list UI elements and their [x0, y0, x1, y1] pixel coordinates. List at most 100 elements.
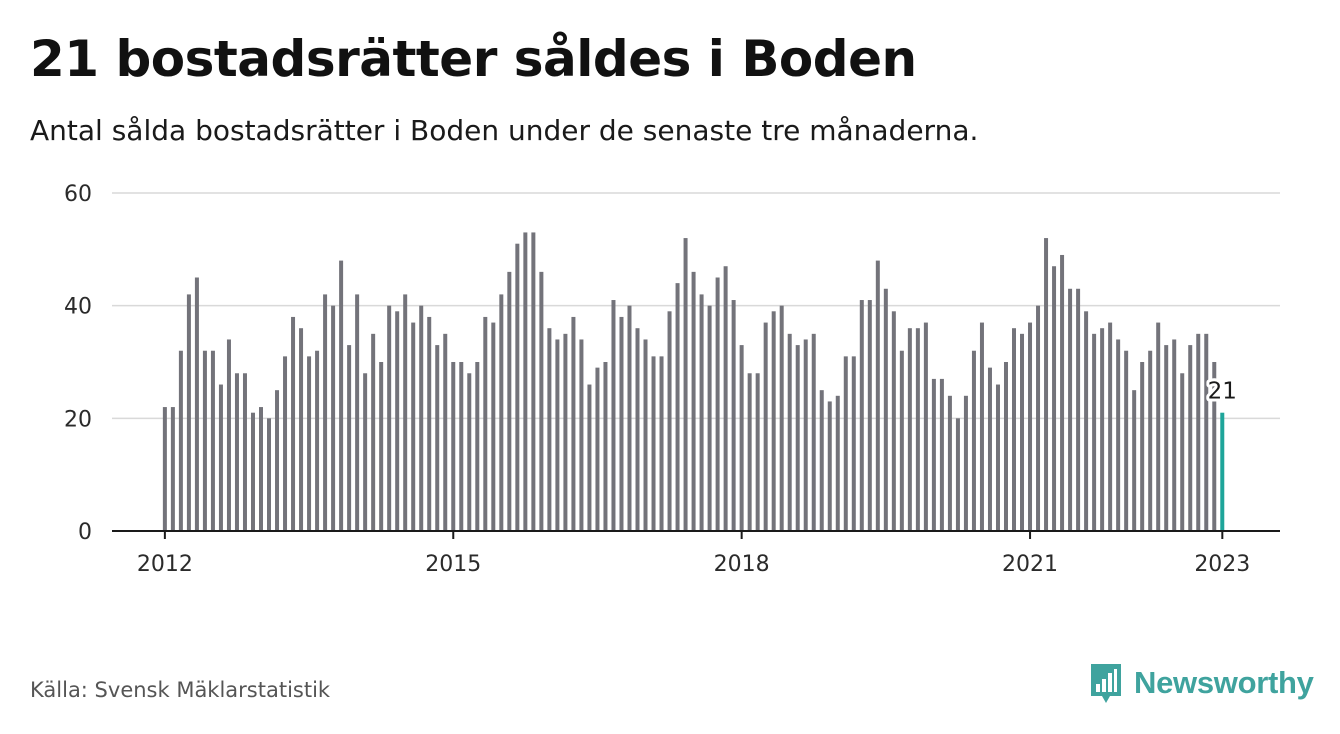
bar: [691, 271, 696, 531]
bar: [218, 384, 223, 531]
bar: [539, 271, 544, 531]
bar: [643, 339, 648, 531]
bar: [267, 418, 272, 531]
bar: [1012, 328, 1017, 531]
bar: [451, 362, 456, 531]
bar: [1156, 322, 1161, 531]
bar: [1092, 333, 1097, 531]
y-tick-label: 20: [64, 407, 92, 432]
bar: [443, 333, 448, 531]
bar: [1116, 339, 1121, 531]
bar: [307, 356, 312, 531]
bar: [162, 407, 167, 531]
bar: [827, 401, 832, 531]
bar: [1132, 390, 1137, 531]
bar: [202, 350, 207, 531]
bar: [178, 350, 183, 531]
bar: [339, 260, 344, 531]
bar: [979, 322, 984, 531]
bar: [963, 395, 968, 531]
bar: [555, 339, 560, 531]
bar: [731, 300, 736, 531]
bar: [523, 232, 528, 531]
y-tick-label: 0: [78, 520, 92, 545]
bar: [435, 345, 440, 531]
bar: [955, 418, 960, 531]
bar: [507, 271, 512, 531]
bar: [371, 333, 376, 531]
chart-subtitle: Antal sålda bostadsrätter i Boden under …: [30, 114, 979, 147]
bar: [939, 378, 944, 531]
bar: [1068, 288, 1073, 531]
bar: [779, 305, 784, 531]
bar: [811, 333, 816, 531]
bar: [859, 300, 864, 531]
bar: [1084, 311, 1089, 531]
bar: [723, 266, 728, 531]
x-tick-label: 2018: [714, 552, 770, 577]
bar: [1052, 266, 1057, 531]
bar: [379, 362, 384, 531]
bar: [1172, 339, 1177, 531]
bar: [699, 294, 704, 531]
x-tick-label: 2023: [1194, 552, 1250, 577]
bar: [170, 407, 175, 531]
bar: [915, 328, 920, 531]
bar: [803, 339, 808, 531]
bar: [283, 356, 288, 531]
bar: [395, 311, 400, 531]
bar: [715, 277, 720, 531]
bar: [795, 345, 800, 531]
bar: [819, 390, 824, 531]
bar: [186, 294, 191, 531]
bar: [291, 316, 296, 531]
bar: [491, 322, 496, 531]
bar: [1164, 345, 1169, 531]
bar: [899, 350, 904, 531]
data-label: 21: [1208, 379, 1237, 405]
bar: [603, 362, 608, 531]
bar: [1212, 362, 1217, 531]
bar: [747, 373, 752, 531]
bar: [1140, 362, 1145, 531]
bar: [755, 373, 760, 531]
bar: [459, 362, 464, 531]
bar: [419, 305, 424, 531]
bar: [611, 300, 616, 531]
bar: [1188, 345, 1193, 531]
bar: [619, 316, 624, 531]
bar: [234, 373, 239, 531]
bar: [987, 367, 992, 531]
bar: [411, 322, 416, 531]
bar: [1100, 328, 1105, 531]
bar: [675, 283, 680, 531]
x-tick-label: 2021: [1002, 552, 1058, 577]
bar: [787, 333, 792, 531]
bar: [226, 339, 231, 531]
bar: [250, 412, 255, 531]
bar: [355, 294, 360, 531]
bar: [210, 350, 215, 531]
bar: [299, 328, 304, 531]
bar: [1180, 373, 1185, 531]
bar: [1036, 305, 1041, 531]
bar: [1060, 254, 1065, 531]
bar: [315, 350, 320, 531]
bar: [931, 378, 936, 531]
chart-title: 21 bostadsrätter såldes i Boden: [30, 30, 917, 88]
bar: [475, 362, 480, 531]
bar: [907, 328, 912, 531]
bar: [947, 395, 952, 531]
bar-chart: 0 20 40 60 2012 2015 2018 2021 2023 21: [64, 182, 1280, 577]
x-tick-label: 2012: [137, 552, 193, 577]
bar: [587, 384, 592, 531]
bar: [739, 345, 744, 531]
bar: [851, 356, 856, 531]
bar: [387, 305, 392, 531]
bar: [275, 390, 280, 531]
bar: [499, 294, 504, 531]
y-tick-label: 60: [64, 182, 92, 207]
bar: [595, 367, 600, 531]
bar: [883, 288, 888, 531]
bar: [707, 305, 712, 531]
